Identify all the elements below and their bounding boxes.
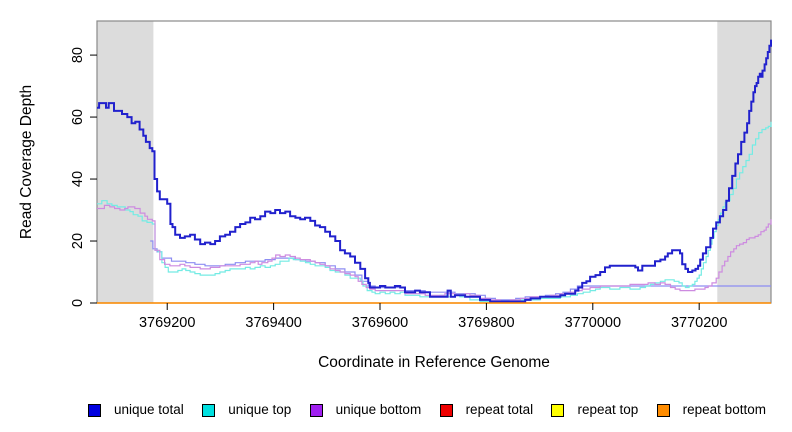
y-tick-label: 0 — [70, 299, 86, 307]
y-tick-label: 40 — [70, 171, 86, 187]
series-lines — [97, 39, 772, 304]
x-tick-label: 3769400 — [245, 315, 301, 331]
legend-swatch — [656, 403, 670, 417]
y-tick-label: 60 — [70, 109, 86, 125]
x-tick-label: 3769600 — [352, 315, 408, 331]
y-tick-label: 80 — [70, 47, 86, 63]
legend-swatch — [202, 403, 216, 417]
legend-label: unique bottom — [335, 402, 422, 418]
legend-label: repeat top — [577, 402, 639, 418]
coverage-plot-canvas: 3769200 3769400 3769600 3769800 3770000 37702… — [18, 20, 772, 371]
y-axis-title: Read Coverage Depth — [18, 85, 35, 239]
shaded-region — [97, 21, 154, 303]
legend-label: repeat total — [465, 402, 534, 418]
legend-item: repeat total — [439, 402, 534, 418]
x-tick-label: 3770200 — [671, 315, 727, 331]
x-tick-label: 3769800 — [458, 315, 514, 331]
legend-item: unique bottom — [309, 402, 422, 418]
plot-box — [96, 20, 772, 304]
y-tick-label: 20 — [70, 233, 86, 249]
legend-label: repeat bottom — [682, 402, 766, 418]
legend-swatch — [551, 403, 565, 417]
legend-swatch — [309, 403, 323, 417]
legend-swatch — [439, 403, 453, 417]
x-tick-label: 3769200 — [139, 315, 195, 331]
legend-label: unique total — [114, 402, 184, 418]
axes: 3769200 3769400 3769600 3769800 3770000 37702… — [70, 47, 727, 331]
x-axis-title: Coordinate in Reference Genome — [318, 354, 550, 371]
plot-border — [96, 20, 772, 304]
legend-item: unique total — [88, 403, 184, 417]
legend-item: unique top — [202, 403, 291, 417]
series-line-unique-total — [97, 39, 772, 303]
legend-swatch — [88, 403, 101, 417]
chart-legend: unique total unique top unique bottom repea… — [88, 400, 766, 420]
legend-label: unique top — [228, 402, 292, 418]
shaded-regions — [97, 21, 771, 303]
legend-item: repeat top — [551, 403, 638, 417]
series-line-unique-bottom — [97, 204, 772, 303]
legend-item: repeat bottom — [656, 402, 766, 418]
x-tick-label: 3770000 — [565, 315, 621, 331]
shaded-region — [717, 21, 771, 303]
series-line-unique-top — [97, 121, 772, 303]
